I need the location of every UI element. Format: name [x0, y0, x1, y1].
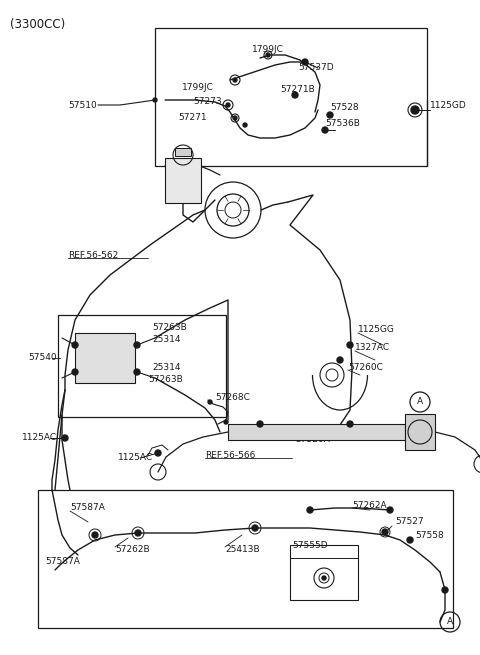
Text: 25314: 25314 [152, 364, 180, 373]
Circle shape [243, 123, 247, 127]
Bar [405, 414, 435, 450]
Circle shape [322, 127, 328, 133]
Text: 57558: 57558 [415, 531, 444, 540]
Text: 57271B: 57271B [280, 86, 315, 94]
Circle shape [134, 342, 140, 348]
Bar [165, 158, 201, 203]
Text: 57271: 57271 [178, 113, 206, 122]
Circle shape [266, 53, 270, 57]
Text: 57527: 57527 [395, 517, 424, 527]
Text: 57263B: 57263B [152, 324, 187, 333]
Text: 57273: 57273 [193, 98, 222, 107]
Text: A: A [417, 398, 423, 407]
Text: 1125GD: 1125GD [430, 100, 467, 109]
Circle shape [382, 529, 388, 535]
Circle shape [135, 530, 141, 536]
Text: 57263B: 57263B [148, 375, 183, 384]
Text: 1125AC: 1125AC [22, 434, 57, 443]
Text: A: A [447, 618, 453, 626]
Circle shape [92, 532, 98, 538]
Circle shape [224, 420, 228, 424]
Text: 57537D: 57537D [298, 64, 334, 73]
Circle shape [327, 112, 333, 118]
Text: 57262A: 57262A [352, 500, 386, 510]
Text: 57260C: 57260C [348, 364, 383, 373]
Bar [38, 490, 453, 628]
Circle shape [337, 357, 343, 363]
Text: 57536B: 57536B [325, 119, 360, 128]
Circle shape [208, 400, 212, 404]
Circle shape [153, 98, 157, 102]
Circle shape [407, 537, 413, 543]
Text: 1799JC: 1799JC [252, 45, 284, 54]
Text: 57540: 57540 [28, 354, 57, 362]
Bar [155, 28, 427, 166]
Text: 1125GG: 1125GG [358, 326, 395, 335]
Text: (3300CC): (3300CC) [10, 18, 65, 31]
Circle shape [411, 106, 419, 114]
Text: 57262B: 57262B [115, 546, 150, 555]
Circle shape [252, 525, 258, 531]
Circle shape [134, 369, 140, 375]
Circle shape [307, 507, 313, 513]
Text: 57510: 57510 [68, 100, 97, 109]
Text: 57587A: 57587A [45, 557, 80, 567]
Text: 57528: 57528 [330, 103, 359, 113]
Circle shape [387, 507, 393, 513]
Text: 1799JC: 1799JC [182, 83, 214, 92]
Circle shape [257, 421, 263, 427]
Circle shape [72, 369, 78, 375]
Circle shape [347, 421, 353, 427]
Bar [75, 333, 135, 383]
Text: 57555D: 57555D [292, 540, 328, 550]
Circle shape [322, 576, 326, 580]
Bar [58, 315, 226, 417]
Circle shape [347, 342, 353, 348]
Circle shape [155, 450, 161, 456]
Circle shape [292, 92, 298, 98]
Bar [228, 424, 405, 440]
Text: REF.56-562: REF.56-562 [68, 250, 118, 259]
Circle shape [62, 435, 68, 441]
Text: 1125AC: 1125AC [118, 453, 153, 462]
Circle shape [302, 59, 308, 65]
Text: 57268C: 57268C [215, 394, 250, 403]
Text: REF.56-566: REF.56-566 [205, 451, 255, 460]
Circle shape [233, 116, 237, 120]
Circle shape [72, 342, 78, 348]
Text: 57520A: 57520A [295, 436, 330, 445]
Bar [290, 545, 358, 600]
Bar [175, 148, 191, 156]
Text: 25314: 25314 [152, 335, 180, 345]
Circle shape [226, 103, 230, 107]
Text: 1327AC: 1327AC [355, 343, 390, 352]
Circle shape [233, 78, 237, 82]
Text: 25413B: 25413B [225, 546, 260, 555]
Text: 57587A: 57587A [70, 504, 105, 512]
Circle shape [442, 587, 448, 593]
